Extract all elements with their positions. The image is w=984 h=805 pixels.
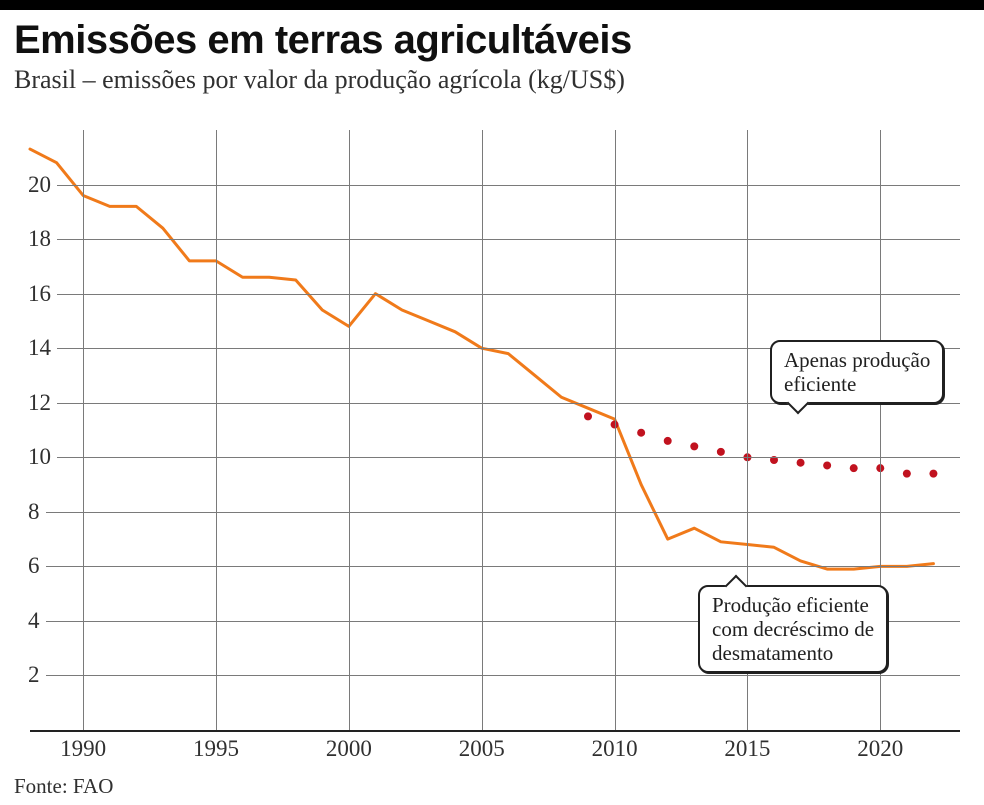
series-marker-scenario_efficient_only <box>664 437 672 445</box>
y-axis-label: 12 <box>28 390 57 416</box>
series-marker-scenario_efficient_only <box>850 464 858 472</box>
x-axis-label: 2015 <box>724 736 770 762</box>
gridline-v <box>482 130 483 730</box>
callout-text: Produção eficiente com decréscimo de des… <box>712 593 874 665</box>
gridline-h <box>30 566 960 567</box>
callout-text: Apenas produção eficiente <box>784 348 930 396</box>
gridline-v <box>216 130 217 730</box>
series-marker-scenario_efficient_only <box>584 412 592 420</box>
y-axis-label: 16 <box>28 281 57 307</box>
y-axis-label: 14 <box>28 335 57 361</box>
x-axis-label: 2020 <box>857 736 903 762</box>
gridline-h <box>30 239 960 240</box>
callout-scenario_efficient_only: Apenas produção eficiente <box>770 340 944 404</box>
gridline-h <box>30 457 960 458</box>
gridline-h <box>30 675 960 676</box>
x-axis-label: 2000 <box>326 736 372 762</box>
x-axis-label: 2010 <box>592 736 638 762</box>
x-axis-label: 1995 <box>193 736 239 762</box>
gridline-h <box>30 512 960 513</box>
y-axis-label: 20 <box>28 172 57 198</box>
series-marker-scenario_efficient_only <box>637 429 645 437</box>
series-marker-scenario_efficient_only <box>690 442 698 450</box>
x-axis-baseline <box>30 730 960 732</box>
y-axis-label: 18 <box>28 226 57 252</box>
y-axis-label: 10 <box>28 444 57 470</box>
y-axis-label: 8 <box>28 499 46 525</box>
chart-title: Emissões em terras agricultáveis <box>0 10 984 63</box>
plot-area: 2468101214161820199019952000200520102015… <box>30 130 960 730</box>
callout-actual: Produção eficiente com decréscimo de des… <box>698 585 888 673</box>
gridline-v <box>615 130 616 730</box>
series-marker-scenario_efficient_only <box>823 461 831 469</box>
gridline-v <box>349 130 350 730</box>
y-axis-label: 4 <box>28 608 46 634</box>
series-marker-scenario_efficient_only <box>717 448 725 456</box>
gridline-h <box>30 294 960 295</box>
source-label: Fonte: FAO <box>14 774 113 799</box>
series-marker-scenario_efficient_only <box>929 470 937 478</box>
series-marker-scenario_efficient_only <box>797 459 805 467</box>
chart-container: Emissões em terras agricultáveis Brasil … <box>0 0 984 805</box>
top-bar <box>0 0 984 10</box>
x-axis-label: 1990 <box>60 736 106 762</box>
y-axis-label: 6 <box>28 553 46 579</box>
y-axis-label: 2 <box>28 662 46 688</box>
series-marker-scenario_efficient_only <box>903 470 911 478</box>
gridline-v <box>83 130 84 730</box>
x-axis-label: 2005 <box>459 736 505 762</box>
gridline-h <box>30 185 960 186</box>
chart-subtitle: Brasil – emissões por valor da produção … <box>0 63 984 95</box>
